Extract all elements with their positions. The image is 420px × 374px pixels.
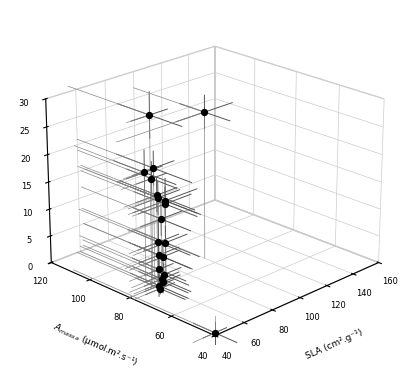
X-axis label: SLA (cm².g⁻¹): SLA (cm².g⁻¹) xyxy=(305,328,365,361)
Y-axis label: $A_{massa}$ (μmol.m².s⁻¹): $A_{massa}$ (μmol.m².s⁻¹) xyxy=(51,320,140,369)
